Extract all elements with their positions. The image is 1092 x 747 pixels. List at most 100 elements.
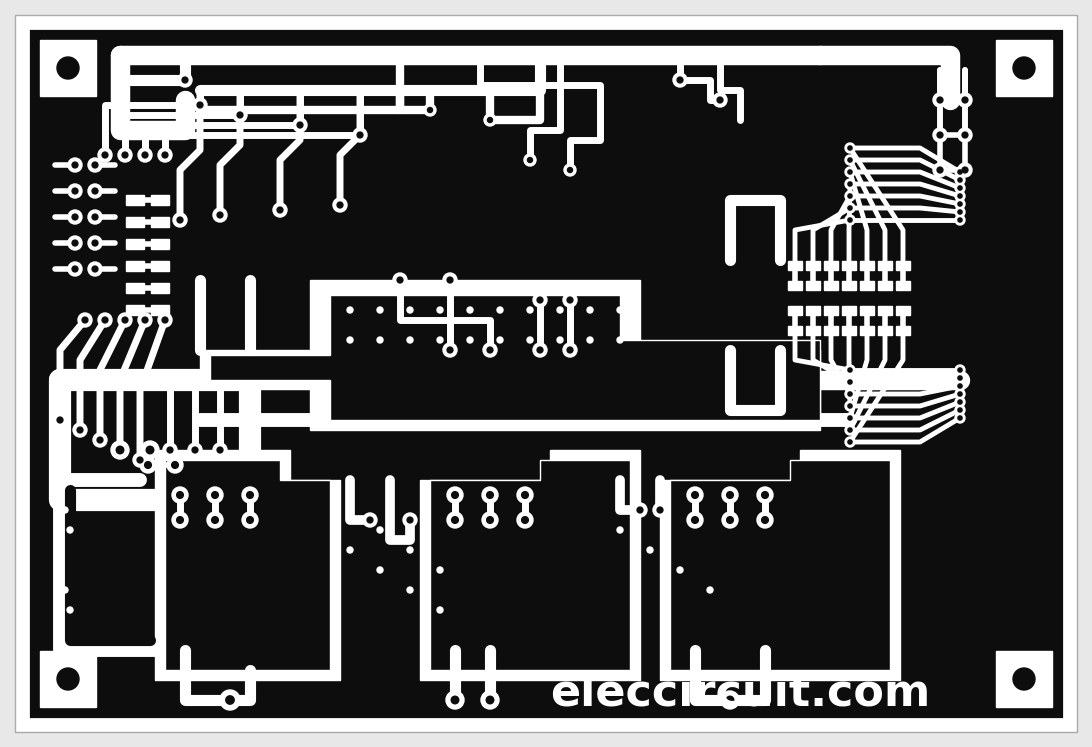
Circle shape xyxy=(483,343,497,357)
Circle shape xyxy=(962,132,968,138)
Polygon shape xyxy=(660,450,900,680)
Circle shape xyxy=(567,297,573,303)
Circle shape xyxy=(82,317,88,323)
Bar xyxy=(897,261,910,270)
Circle shape xyxy=(72,240,78,246)
Circle shape xyxy=(293,118,307,132)
Circle shape xyxy=(587,337,593,343)
Circle shape xyxy=(845,203,855,213)
Circle shape xyxy=(847,194,852,198)
Circle shape xyxy=(57,487,63,493)
Circle shape xyxy=(407,337,413,343)
Circle shape xyxy=(213,208,227,222)
Circle shape xyxy=(92,240,98,246)
Circle shape xyxy=(452,517,459,524)
Circle shape xyxy=(497,337,503,343)
Circle shape xyxy=(522,492,529,498)
Circle shape xyxy=(48,659,88,699)
Circle shape xyxy=(937,97,942,103)
Circle shape xyxy=(537,297,543,303)
Circle shape xyxy=(347,547,353,553)
Circle shape xyxy=(563,164,575,176)
Circle shape xyxy=(177,492,183,498)
Circle shape xyxy=(845,365,855,375)
Circle shape xyxy=(847,158,852,162)
Circle shape xyxy=(497,307,503,313)
Bar xyxy=(897,281,910,290)
Circle shape xyxy=(1013,57,1035,79)
Circle shape xyxy=(958,376,962,380)
Circle shape xyxy=(446,691,464,709)
Circle shape xyxy=(845,191,855,201)
Bar xyxy=(860,326,874,335)
Circle shape xyxy=(1004,48,1044,88)
Circle shape xyxy=(397,277,403,283)
Circle shape xyxy=(92,266,98,272)
Circle shape xyxy=(487,492,494,498)
Circle shape xyxy=(173,512,188,528)
Circle shape xyxy=(92,214,98,220)
Circle shape xyxy=(761,492,769,498)
Circle shape xyxy=(677,77,682,83)
Bar xyxy=(151,305,169,315)
Circle shape xyxy=(92,188,98,194)
Circle shape xyxy=(122,152,128,158)
Circle shape xyxy=(333,198,347,212)
Circle shape xyxy=(568,167,572,173)
Circle shape xyxy=(247,517,253,524)
Circle shape xyxy=(956,381,965,391)
Circle shape xyxy=(116,446,123,453)
Circle shape xyxy=(487,347,492,353)
Polygon shape xyxy=(165,460,330,670)
Circle shape xyxy=(207,487,223,503)
Circle shape xyxy=(167,457,183,473)
Circle shape xyxy=(447,512,463,528)
Circle shape xyxy=(956,389,965,399)
Circle shape xyxy=(407,587,413,593)
Circle shape xyxy=(517,512,533,528)
Circle shape xyxy=(233,108,247,122)
Bar xyxy=(151,217,169,227)
Circle shape xyxy=(407,307,413,313)
Circle shape xyxy=(242,512,258,528)
Circle shape xyxy=(956,199,965,209)
Bar xyxy=(860,261,874,270)
Circle shape xyxy=(757,512,773,528)
Circle shape xyxy=(88,184,102,198)
Circle shape xyxy=(72,188,78,194)
Circle shape xyxy=(217,212,223,218)
Circle shape xyxy=(637,507,643,513)
Circle shape xyxy=(956,183,965,193)
Circle shape xyxy=(173,213,187,227)
Circle shape xyxy=(956,373,965,383)
Circle shape xyxy=(845,389,855,399)
Circle shape xyxy=(407,547,413,553)
Circle shape xyxy=(88,158,102,172)
Bar xyxy=(824,326,838,335)
Circle shape xyxy=(653,503,667,517)
Circle shape xyxy=(67,607,73,613)
Circle shape xyxy=(173,487,188,503)
Polygon shape xyxy=(420,450,640,680)
Bar xyxy=(842,306,856,314)
Circle shape xyxy=(377,307,383,313)
Circle shape xyxy=(443,343,456,357)
Circle shape xyxy=(68,262,82,276)
Circle shape xyxy=(956,167,965,177)
Circle shape xyxy=(237,112,242,118)
Circle shape xyxy=(958,93,972,107)
Circle shape xyxy=(533,343,547,357)
Circle shape xyxy=(1013,668,1035,690)
Circle shape xyxy=(563,293,577,307)
Circle shape xyxy=(721,691,739,709)
Circle shape xyxy=(958,368,962,372)
Circle shape xyxy=(158,313,173,327)
Circle shape xyxy=(138,313,152,327)
Circle shape xyxy=(937,132,942,138)
Circle shape xyxy=(171,462,178,468)
Circle shape xyxy=(68,236,82,250)
Circle shape xyxy=(956,405,965,415)
Circle shape xyxy=(67,527,73,533)
Circle shape xyxy=(57,417,63,423)
Bar xyxy=(860,281,874,290)
